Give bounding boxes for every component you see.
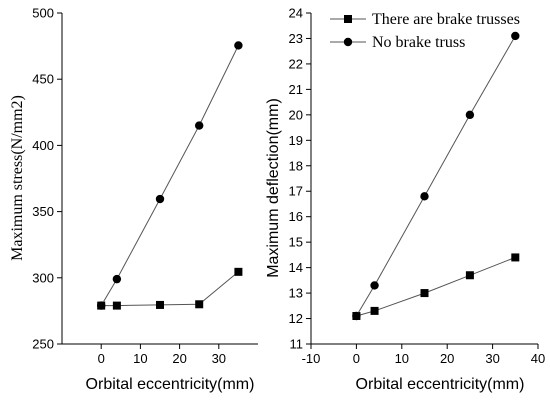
- stress-x-tick-label: 30: [212, 351, 226, 366]
- deflection-y-tick-label: 18: [289, 158, 303, 173]
- deflection-chart: 11 12 13 14 15 16 17 18 19 20 21 22 23 24 -10 0 10 20 30 4…: [265, 6, 545, 394]
- legend-marker-brake-trusses: [344, 15, 352, 23]
- deflection-y-tick-label: 22: [289, 56, 303, 71]
- deflection-point-there-are-brake-trusses: [511, 253, 520, 262]
- legend-label-brake-trusses: There are brake trusses: [372, 11, 520, 28]
- stress-y-tick-label: 400: [32, 138, 54, 153]
- deflection-y-tick-label: 19: [289, 133, 303, 148]
- stress-series-line-no-brake-truss: [100, 45, 239, 306]
- stress-point-no-brake-truss: [112, 274, 122, 284]
- deflection-x-tick-label: 20: [440, 351, 454, 366]
- deflection-y-tick-label: 11: [290, 337, 304, 352]
- deflection-y-tick-label: 24: [289, 6, 303, 21]
- legend: There are brake trusses No brake truss: [330, 11, 520, 51]
- deflection-y-tick-label: 20: [289, 107, 303, 122]
- deflection-x-tick-label: 40: [531, 351, 545, 366]
- deflection-y-tick-label: 17: [289, 184, 303, 199]
- stress-point-no-brake-truss: [195, 121, 204, 130]
- deflection-chart-y-axis-label: Maximum deflection(mm): [265, 98, 282, 278]
- deflection-point-no-brake-truss: [511, 31, 520, 41]
- stress-y-tick-label: 250: [32, 337, 54, 352]
- deflection-x-tick-label: 10: [395, 351, 409, 366]
- stress-y-tick-label: 350: [32, 204, 54, 219]
- stress-point-there-are-brake-trusses: [234, 267, 243, 276]
- deflection-y-tick-label: 14: [289, 260, 303, 275]
- deflection-point-no-brake-truss: [465, 110, 475, 120]
- deflection-chart-x-axis-label: Orbital eccentricity(mm): [356, 376, 525, 393]
- deflection-x-tick-label: -10: [302, 351, 321, 366]
- stress-series-line-there-are-brake-trusses: [101, 271, 239, 307]
- stress-point-no-brake-truss: [155, 194, 165, 204]
- stress-chart: 250 300 350 400 450 500 0 10 20 30 Maximum stres…: [9, 6, 258, 393]
- stress-chart-y-axis-label: Maximum stress(N/mm2): [9, 95, 26, 261]
- deflection-point-no-brake-truss: [420, 192, 429, 201]
- stress-x-tick-label: 10: [133, 351, 147, 366]
- stress-y-tick-label: 500: [32, 6, 54, 21]
- stress-point-there-are-brake-trusses: [112, 301, 121, 310]
- stress-point-no-brake-truss: [234, 41, 243, 50]
- stress-x-tick-label: 0: [98, 351, 105, 366]
- stress-y-tick-label: 300: [32, 270, 54, 285]
- deflection-y-tick-label: 23: [289, 31, 303, 46]
- legend-label-no-brake-truss: No brake truss: [372, 34, 465, 51]
- deflection-series-line-there-are-brake-trusses: [356, 256, 516, 317]
- stress-x-tick-label: 20: [172, 351, 186, 366]
- deflection-x-tick-label: 30: [485, 351, 499, 366]
- deflection-series-line-no-brake-truss: [355, 35, 516, 317]
- deflection-y-tick-label: 16: [289, 209, 303, 224]
- deflection-x-tick-label: 0: [353, 351, 360, 366]
- deflection-point-there-are-brake-trusses: [370, 306, 379, 315]
- stress-chart-x-axis-label: Orbital eccentricity(mm): [86, 376, 255, 393]
- deflection-point-there-are-brake-trusses: [420, 289, 429, 298]
- deflection-point-there-are-brake-trusses: [465, 271, 474, 280]
- stress-point-there-are-brake-trusses: [156, 300, 164, 309]
- legend-marker-no-brake-truss: [343, 37, 353, 47]
- stress-point-there-are-brake-trusses: [195, 300, 204, 309]
- deflection-y-tick-label: 13: [289, 286, 303, 301]
- deflection-y-tick-label: 12: [289, 311, 303, 326]
- deflection-y-tick-label: 21: [289, 82, 303, 97]
- stress-point-no-brake-truss: [97, 301, 106, 310]
- deflection-point-no-brake-truss: [370, 281, 379, 290]
- deflection-y-tick-label: 15: [289, 235, 303, 250]
- deflection-point-no-brake-truss: [352, 311, 361, 321]
- stress-y-tick-label: 450: [32, 72, 54, 87]
